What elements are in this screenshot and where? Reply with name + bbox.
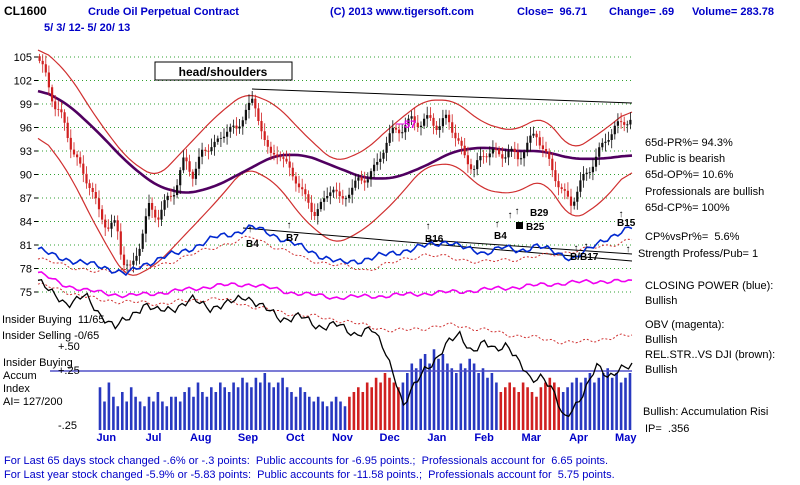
svg-text:B25: B25 — [526, 222, 545, 233]
svg-text:Feb: Feb — [474, 432, 494, 444]
svg-text:78: 78 — [20, 264, 32, 276]
svg-text:head/shoulders: head/shoulders — [179, 65, 268, 79]
svg-text:Sep: Sep — [238, 432, 258, 444]
chart-title: Crude Oil Perpetual Contract — [88, 6, 239, 18]
relstr-heading: REL.STR..VS DJI (brown): — [645, 349, 776, 361]
svg-text:B15: B15 — [617, 218, 636, 229]
moving-average-line — [37, 89, 633, 194]
svg-text:105: 105 — [14, 52, 32, 64]
accumulation-histogram — [98, 349, 632, 430]
closing-power-status: Bullish — [645, 295, 678, 307]
svg-text:↑: ↑ — [248, 224, 253, 235]
obv-status: Bullish — [645, 334, 678, 346]
price-bands — [37, 49, 633, 276]
ip-value: IP= .356 — [645, 423, 690, 435]
relative-strength-line — [37, 278, 633, 418]
svg-text:Jun: Jun — [97, 432, 117, 444]
copyright: (C) 2013 www.tigersoft.com — [330, 6, 474, 18]
insider-buying-count: Insider Buying 11/65 — [2, 314, 105, 326]
svg-text:87: 87 — [20, 193, 32, 205]
obv-line — [37, 271, 633, 301]
svg-text:Jul: Jul — [146, 432, 162, 444]
svg-text:↑: ↑ — [495, 219, 500, 230]
price-axis-labels: 105 102 99 96 93 90 87 84 81 78 75 — [14, 52, 38, 299]
svg-text:↑: ↑ — [619, 209, 624, 220]
summary-65-days: For Last 65 days stock changed -.6% or -… — [4, 455, 609, 467]
cp-vs-pr: CP%vsPr%= 5.6% — [645, 231, 740, 243]
obv-heading: OBV (magenta): — [645, 319, 725, 331]
relstr-status: Bullish — [645, 364, 678, 376]
ticker-symbol: CL1600 — [4, 4, 47, 18]
svg-text:B16: B16 — [425, 234, 444, 245]
op-percent: 65d-OP%= 10.6% — [645, 169, 734, 181]
candlesticks — [38, 53, 632, 273]
red-dotted-lines — [37, 235, 633, 345]
closing-power-line — [37, 224, 633, 277]
svg-text:B4: B4 — [494, 231, 507, 242]
svg-text:96: 96 — [20, 123, 32, 135]
closing-power-heading: CLOSING POWER (blue): — [645, 280, 774, 292]
close-value: Close= 96.71 — [517, 6, 588, 18]
month-axis-labels: Jun Jul Aug Sep Oct Nov Dec Jan Feb Mar Apr May — [97, 432, 638, 444]
svg-text:Oct: Oct — [286, 432, 305, 444]
accum-label-line2: Accum — [3, 370, 37, 382]
summary-last-year: For Last year stock changed -5.9% or -5.… — [4, 469, 615, 481]
svg-text:B/B17: B/B17 — [570, 252, 599, 263]
strength-ratio: Strength Profess/Pub= 1 — [638, 248, 759, 260]
svg-text:81: 81 — [20, 240, 32, 252]
change-value: Change= .69 — [609, 6, 675, 18]
svg-text:↑: ↑ — [508, 210, 513, 221]
svg-text:Aug: Aug — [190, 432, 211, 444]
cp-percent: 65d-CP%= 100% — [645, 202, 730, 214]
svg-text:↑: ↑ — [287, 220, 292, 231]
svg-text:90: 90 — [20, 170, 32, 182]
svg-text:Mar: Mar — [522, 432, 542, 444]
accum-scale-plus50: +.50 — [58, 341, 80, 353]
svg-text:93: 93 — [20, 146, 32, 158]
svg-text:99: 99 — [20, 99, 32, 111]
svg-text:75: 75 — [20, 287, 32, 299]
svg-text:May: May — [615, 432, 637, 444]
accum-label-line3: Index — [3, 383, 30, 395]
svg-text:Nov: Nov — [332, 432, 354, 444]
svg-text:Jan: Jan — [427, 432, 446, 444]
volume-value: Volume= 283.78 — [692, 6, 775, 18]
insider-selling-count: Insider Selling -0/65 — [2, 330, 100, 342]
trendlines — [242, 88, 633, 262]
svg-text:84: 84 — [20, 217, 32, 229]
svg-text:B7: B7 — [286, 233, 299, 244]
pr-percent: 65d-PR%= 94.3% — [645, 137, 733, 149]
svg-text:57: 57 — [404, 119, 416, 131]
professional-sentiment: Professionals are bullish — [645, 186, 765, 198]
accum-scale-minus25: -.25 — [58, 420, 77, 432]
svg-text:↑: ↑ — [626, 244, 631, 255]
svg-text:↑: ↑ — [584, 241, 589, 252]
svg-text:Apr: Apr — [569, 432, 589, 444]
grid-lines — [38, 56, 632, 293]
svg-text:B29: B29 — [530, 208, 549, 219]
accum-label-line1: Insider Buying — [3, 357, 73, 369]
svg-text:↑: ↑ — [574, 243, 579, 254]
svg-text:↑: ↑ — [515, 206, 520, 217]
svg-text:↑: ↑ — [426, 221, 431, 232]
accumulation-status: Bullish: Accumulation Risi — [643, 406, 769, 418]
svg-text:Dec: Dec — [380, 432, 400, 444]
svg-text:B4: B4 — [246, 239, 259, 250]
accum-ai-value: AI= 127/200 — [3, 396, 63, 408]
date-range: 5/ 3/ 12- 5/ 20/ 13 — [44, 22, 131, 34]
accum-scale-plus25: +.25 — [58, 365, 80, 377]
public-sentiment: Public is bearish — [645, 153, 726, 165]
svg-text:102: 102 — [14, 76, 32, 88]
